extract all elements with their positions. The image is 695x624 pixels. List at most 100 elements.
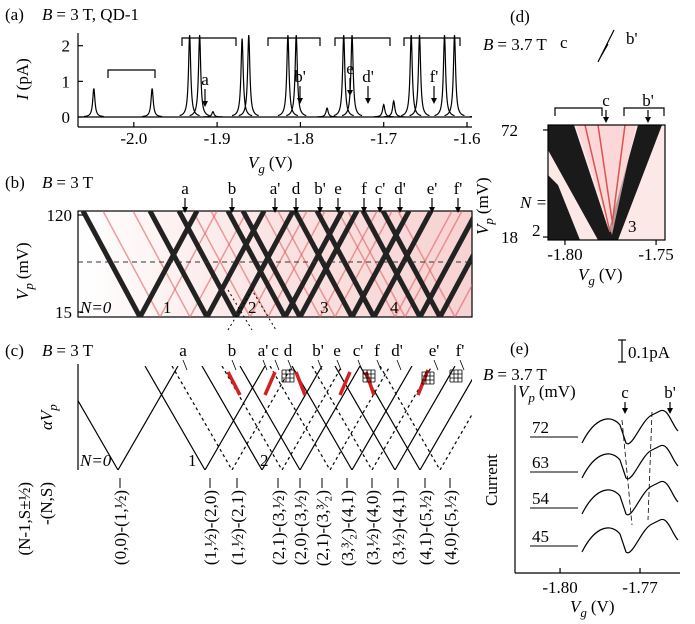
peak <box>277 34 299 117</box>
transition-line <box>78 366 179 470</box>
highlight-segment <box>338 371 352 396</box>
field-label: B = 3 T <box>42 173 94 192</box>
diamond-edge <box>360 211 472 317</box>
highlight-segment <box>294 371 307 396</box>
field-label: B = 3 T, QD-1 <box>42 5 139 24</box>
arrow-head <box>429 207 435 213</box>
transition-line <box>221 366 343 470</box>
transition-label: (4,1)-(5,½) <box>416 490 435 565</box>
transition-header: -(N,S) <box>37 482 56 525</box>
peak <box>286 34 307 117</box>
annotation-leader <box>336 359 342 371</box>
field-label: B = 3 T <box>42 341 94 360</box>
x-tick-label: -1.8 <box>287 129 314 148</box>
peak <box>341 34 363 117</box>
diagram <box>78 366 472 470</box>
annotation: d' <box>394 179 406 198</box>
annotation-leader <box>433 359 439 371</box>
annotation: b <box>228 341 237 360</box>
field-label: B = 3.7 T <box>483 35 547 54</box>
y-tick-label: 72 <box>501 121 518 140</box>
field-label-symbol: B <box>42 5 53 24</box>
annotation-leader <box>357 359 363 371</box>
electron-number: 3 <box>628 217 637 236</box>
peak <box>189 34 210 117</box>
x-tick-label: -1.6 <box>454 129 481 148</box>
annotation: b' <box>642 91 654 110</box>
field-label-rest: = 3.7 T <box>497 35 547 54</box>
x-tick-label: -2.0 <box>120 129 147 148</box>
annotation: f <box>361 179 367 198</box>
x-axis-label-unit: (V) <box>599 265 623 284</box>
field-label-symbol: B <box>42 341 53 360</box>
bracket <box>623 107 665 116</box>
x-tick-label: -1.80 <box>547 245 582 264</box>
annotation: e' <box>429 341 440 360</box>
excited-line <box>277 211 393 317</box>
peak <box>142 88 163 118</box>
transition-header: (N-1,S±½) <box>15 482 34 556</box>
dark-band <box>548 125 612 240</box>
panel-label: (d) <box>510 7 530 26</box>
dark-band <box>548 175 580 240</box>
arrow-head <box>335 207 341 213</box>
x-axis-label-symbol: V <box>570 597 583 616</box>
scale-bar-label: 0.1pA <box>628 343 671 362</box>
arrow-head <box>272 207 278 213</box>
annotation: c <box>602 91 610 110</box>
annotation: b' <box>664 383 676 402</box>
annotation-leader <box>274 359 280 371</box>
panel-label: (c) <box>5 341 24 360</box>
arrow-head <box>622 408 628 414</box>
transition-line <box>144 366 266 470</box>
transition-label: (2,1)-(3,½) <box>269 490 288 565</box>
annotation-leader <box>182 359 188 371</box>
arrow-head <box>297 98 303 104</box>
bracket <box>181 37 237 46</box>
annotation: f <box>374 341 380 360</box>
current-trace <box>581 518 679 554</box>
inset-lines <box>597 29 615 63</box>
annotation: a <box>179 341 187 360</box>
peak <box>373 103 394 118</box>
annotation: f' <box>430 67 439 86</box>
y-axis-label-symbol: I <box>13 93 32 101</box>
excited-line <box>347 211 463 317</box>
arrow-head <box>229 207 235 213</box>
transition-label: (1,½)-(2,0) <box>201 490 220 565</box>
electron-number: 1 <box>188 451 197 470</box>
annotation: a <box>201 70 209 89</box>
annotation: e <box>333 341 341 360</box>
transition-line <box>291 366 413 470</box>
field-label-symbol: B <box>483 365 494 384</box>
x-axis-label-unit: (V) <box>591 597 615 616</box>
excited-line <box>262 211 378 317</box>
transition-line <box>311 366 433 470</box>
hatch <box>449 369 463 383</box>
y-axis-label: Vp (mV) <box>473 177 496 235</box>
electron-number: 2 <box>532 221 541 240</box>
field-label-rest: = 3 T <box>56 173 93 192</box>
transition-label: (3,³⁄₂)-(4,1) <box>338 490 357 566</box>
dotted-guide <box>227 289 277 331</box>
field-label: B = 3.7 T <box>483 365 547 384</box>
electron-number: 3 <box>320 298 329 317</box>
arrow-head <box>377 207 383 213</box>
excited-line <box>337 211 453 317</box>
annotation-leader <box>262 359 268 371</box>
transition-label: (0,0)-(1,½) <box>111 490 130 565</box>
x-axis-label: Vg (V) <box>578 265 623 288</box>
y-tick-label: 1 <box>62 72 71 91</box>
excited-line <box>192 211 308 317</box>
annotation: b <box>228 179 237 198</box>
annotation: f' <box>454 179 463 198</box>
peak <box>231 38 253 117</box>
x-axis-label-symbol: V <box>248 153 261 172</box>
arrow-head <box>603 117 609 123</box>
y-tick-label: 120 <box>47 206 73 225</box>
transition-line <box>201 366 323 470</box>
y-axis-label: αVp <box>37 404 60 430</box>
peak <box>83 88 104 118</box>
highlight-segment <box>263 371 277 396</box>
y-axis-label-symbol: V <box>473 222 492 235</box>
